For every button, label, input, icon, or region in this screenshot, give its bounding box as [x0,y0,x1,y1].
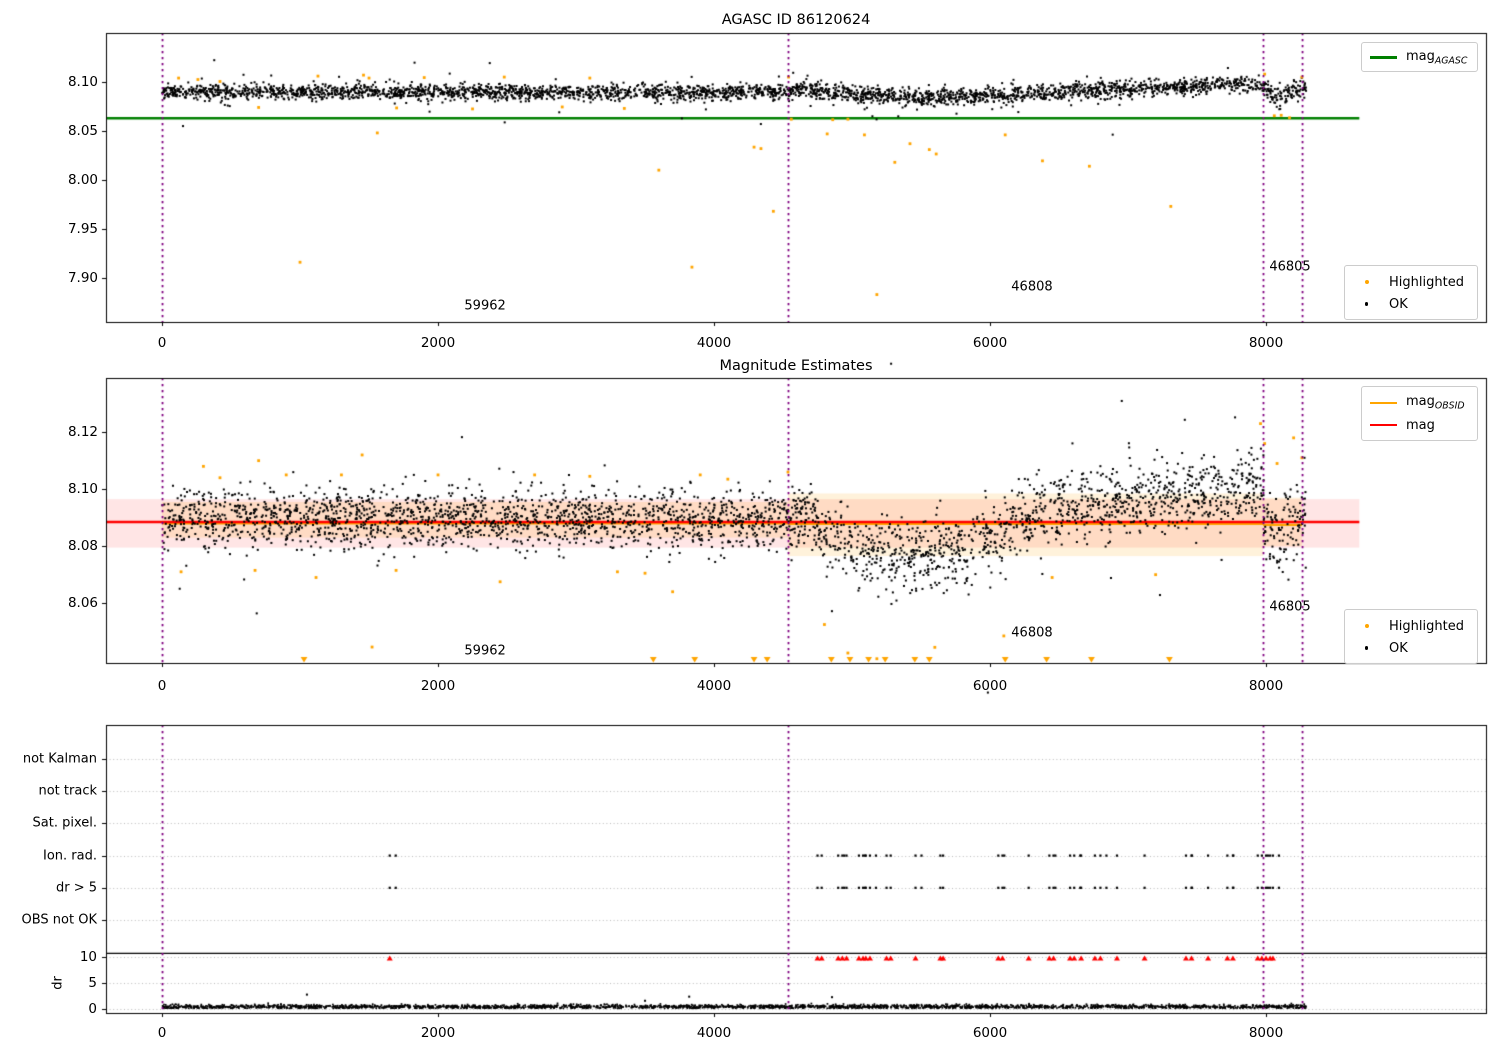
dr-axis-label: dr [50,976,66,990]
highlighted-legend-label: Highlighted [1389,618,1464,634]
mag-obsid-legend-label: magOBSID [1406,394,1465,412]
category-label: dr > 5 [55,880,97,896]
mag-agasc-legend-label: magAGASC [1406,48,1468,67]
x-tick-label: 8000 [1248,678,1284,694]
legend-mag-agasc: magAGASC [1361,42,1478,72]
y-tick-label: 7.95 [67,220,98,237]
mag-legend-label: mag [1406,417,1435,433]
ok-legend-label: OK [1389,296,1408,312]
y-tick-label: 8.10 [67,481,98,498]
category-label: not track [38,783,97,799]
category-label: not Kalman [22,751,97,767]
x-tick-label: 4000 [696,1025,732,1041]
legend-middle-scatter: Highlighted OK [1344,609,1478,664]
x-tick-label: 6000 [972,1025,1008,1041]
dr-tick-label: 5 [88,974,97,991]
y-tick-label: 8.00 [67,171,98,188]
x-tick-label: 4000 [696,678,732,694]
highlighted-dot-swatch [1353,280,1380,284]
annotation-obsid: 46808 [1011,625,1053,641]
dr-tick-label: 10 [79,949,97,965]
annotation-obsid: 59962 [464,643,506,659]
x-tick-label: 6000 [972,678,1008,694]
x-tick-label: 2000 [420,335,456,351]
highlighted-legend-label: Highlighted [1389,274,1464,290]
top-chart-title: AGASC ID 86120624 [721,12,871,28]
dr-tick-label: 0 [88,1000,97,1017]
mag-obsid-line-swatch [1370,401,1397,405]
category-label: Ion. rad. [43,848,97,864]
y-tick-label: 8.12 [67,424,98,441]
x-tick-label: 8000 [1248,1025,1284,1041]
category-label: Sat. pixel. [32,815,97,831]
mag-agasc-line-swatch [1370,56,1397,59]
x-tick-label: 2000 [420,678,456,694]
annotation-obsid: 46805 [1269,599,1311,615]
x-tick-label: 0 [157,335,167,351]
y-tick-label: 8.10 [67,73,98,90]
y-tick-label: 8.06 [67,595,98,612]
middle-chart-title: Magnitude Estimates [719,358,873,374]
x-tick-label: 0 [157,678,167,694]
x-tick-label: 0 [157,1025,167,1041]
x-tick-label: 6000 [972,335,1008,351]
annotation-obsid: 46805 [1269,259,1311,275]
y-tick-label: 8.08 [67,538,98,555]
y-tick-label: 7.90 [67,269,98,286]
ok-legend-label: OK [1389,640,1408,656]
highlighted-dot-swatch [1353,624,1380,628]
legend-top-scatter: Highlighted OK [1344,265,1478,320]
y-tick-label: 8.05 [67,122,98,139]
ok-dot-swatch [1353,302,1380,306]
x-tick-label: 2000 [420,1025,456,1041]
category-label: OBS not OK [21,912,98,928]
annotation-obsid: 46808 [1011,279,1053,295]
x-tick-label: 4000 [696,335,732,351]
mag-line-swatch [1370,423,1397,427]
x-tick-label: 8000 [1248,335,1284,351]
legend-mag-obsid: magOBSID mag [1361,386,1478,441]
annotation-obsid: 59962 [464,298,506,314]
ok-dot-swatch [1353,646,1380,650]
